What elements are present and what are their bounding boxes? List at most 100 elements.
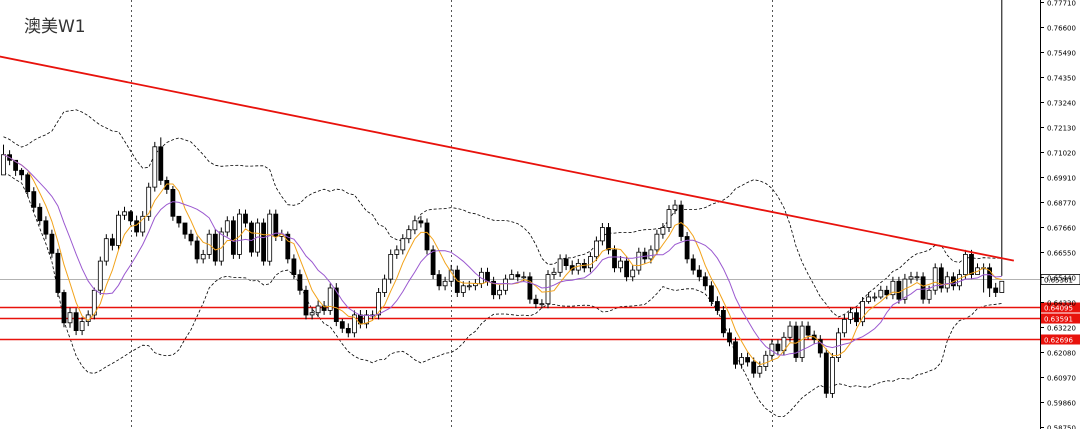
candle-body-up [944, 276, 950, 289]
candle [73, 308, 79, 336]
candle-body-up [351, 314, 357, 334]
candle-body-up [551, 271, 557, 275]
candle [890, 276, 896, 300]
candle [944, 271, 950, 293]
price-tick-label: 0.65440 [1047, 275, 1076, 283]
candle-body-down [920, 276, 926, 300]
candle [763, 350, 769, 371]
candle-body-up [521, 276, 527, 279]
candle-body-up [654, 233, 660, 251]
candle-body-down [727, 332, 732, 343]
price-tick-label: 0.74350 [1047, 75, 1076, 83]
candle-body-up [878, 289, 884, 298]
candle-body-up [763, 354, 769, 367]
candle-body-down [321, 305, 327, 311]
candle-body-up [914, 276, 920, 279]
candle [152, 141, 158, 192]
candle-body-down [303, 289, 309, 316]
moving-average-10 [3, 154, 1002, 356]
candle-body-up [739, 357, 744, 365]
candle [715, 296, 720, 315]
candle-body-up [79, 321, 85, 332]
chart-title: 澳美W1 [24, 17, 86, 37]
candle [908, 271, 914, 284]
price-tick-label: 0.72130 [1047, 125, 1076, 133]
candle [878, 285, 884, 300]
candle-body-up [67, 312, 73, 324]
candle [684, 232, 690, 264]
candle-body-up [999, 280, 1005, 293]
candle-body-up [460, 285, 466, 293]
candle-body-up [400, 238, 406, 251]
candle-body-up [860, 301, 865, 323]
price-tick-label: 0.68770 [1047, 200, 1076, 208]
candle [678, 200, 684, 241]
candle-body-up [406, 229, 412, 240]
candle-body-down [339, 321, 345, 329]
trendline-group [0, 55, 1015, 262]
candle [932, 263, 938, 295]
candle [557, 254, 563, 277]
candle-body-up [848, 312, 853, 320]
candle-body-down [243, 213, 248, 224]
candle-body-down [49, 233, 55, 254]
candle [321, 301, 327, 315]
candle-body-down [37, 206, 43, 222]
candle-body-up [140, 215, 146, 233]
candle-body-down [884, 289, 890, 296]
candle [624, 256, 629, 282]
candle [430, 245, 436, 280]
trendline [0, 55, 1015, 262]
candle-body-down [55, 252, 61, 293]
candle-body-up [926, 289, 932, 300]
candle-body-up [630, 269, 636, 278]
candle [830, 353, 835, 398]
candle-body-down [261, 222, 267, 262]
candle [170, 186, 176, 221]
candle-body-up [152, 146, 158, 188]
candle [600, 223, 605, 246]
candle-body-up [224, 220, 230, 233]
candle-body-up [588, 256, 593, 269]
candle-body-down [709, 285, 714, 302]
candle-body-up [200, 253, 206, 260]
candle [382, 274, 388, 297]
bollinger-bands [3, 109, 1002, 417]
candle [140, 211, 146, 237]
candle [412, 215, 418, 235]
price-tick-label: 0.66550 [1047, 250, 1076, 258]
candle [103, 234, 109, 266]
candle-body-up [388, 253, 394, 280]
candle [424, 218, 430, 255]
candle-body-down [43, 220, 49, 235]
candle [497, 285, 503, 300]
candle-body-up [103, 238, 109, 262]
candle-body-up [309, 312, 315, 316]
candle [182, 222, 188, 239]
candle [1, 144, 6, 176]
candle [636, 247, 642, 275]
candle [630, 264, 636, 282]
support-level-tag [1041, 302, 1080, 313]
candle [212, 229, 218, 266]
candle-body-up [122, 211, 127, 216]
candle [19, 168, 25, 181]
candle-body-down [436, 274, 442, 287]
price-tick-label: 0.60970 [1047, 375, 1076, 383]
candle-body-up [146, 186, 152, 217]
candle-body-up [394, 249, 400, 255]
price-tick-label: 0.63220 [1047, 325, 1076, 333]
candle [872, 292, 878, 302]
candle [533, 294, 539, 309]
price-tick-label: 0.59860 [1047, 400, 1076, 408]
candle [987, 263, 992, 297]
candle [817, 335, 823, 358]
candle-body-down [31, 191, 37, 208]
candle [702, 272, 708, 291]
candle-body-down [485, 271, 490, 282]
candle-body-down [515, 274, 521, 278]
price-tick-label: 0.69910 [1047, 175, 1076, 183]
support-level-label: 0.62696 [1044, 337, 1073, 345]
candle [333, 283, 339, 327]
candle-body-down [13, 159, 19, 171]
